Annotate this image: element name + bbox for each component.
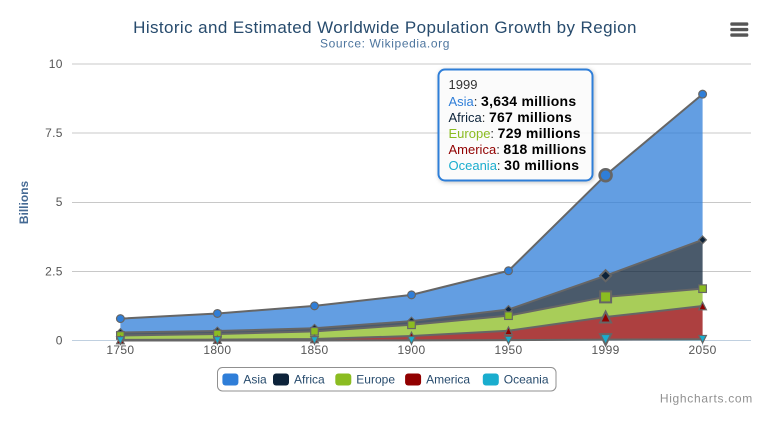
svg-text:2050: 2050 (689, 343, 717, 357)
svg-text:1900: 1900 (397, 343, 425, 357)
svg-text:Billions: Billions (17, 181, 31, 225)
svg-text:Source: Wikipedia.org: Source: Wikipedia.org (320, 37, 450, 51)
svg-text:1750: 1750 (106, 343, 134, 357)
svg-text:Asia: Asia (243, 373, 267, 387)
svg-text:Highcharts.com: Highcharts.com (660, 392, 753, 406)
svg-text:1950: 1950 (494, 343, 522, 357)
svg-text:Oceania: 30 millions: Oceania: 30 millions (449, 157, 580, 173)
svg-text:5: 5 (56, 195, 63, 209)
svg-text:Historic and Estimated Worldwi: Historic and Estimated Worldwide Populat… (133, 18, 637, 37)
svg-text:Africa: Africa (294, 373, 325, 387)
svg-text:1800: 1800 (203, 343, 231, 357)
svg-text:1999: 1999 (449, 77, 478, 92)
svg-text:2.5: 2.5 (45, 264, 63, 278)
svg-text:America: America (426, 373, 470, 387)
svg-text:Oceania: Oceania (504, 373, 549, 387)
svg-text:America: 818 millions: America: 818 millions (449, 141, 587, 157)
svg-text:Africa: 767 millions: Africa: 767 millions (449, 109, 573, 125)
svg-text:1999: 1999 (592, 343, 620, 357)
svg-text:1850: 1850 (300, 343, 328, 357)
svg-text:10: 10 (49, 57, 63, 71)
svg-text:Asia: 3,634 millions: Asia: 3,634 millions (449, 93, 577, 109)
svg-text:7.5: 7.5 (45, 126, 63, 140)
svg-text:0: 0 (56, 333, 63, 347)
svg-text:Europe: 729 millions: Europe: 729 millions (449, 125, 581, 141)
svg-text:Europe: Europe (356, 373, 395, 387)
